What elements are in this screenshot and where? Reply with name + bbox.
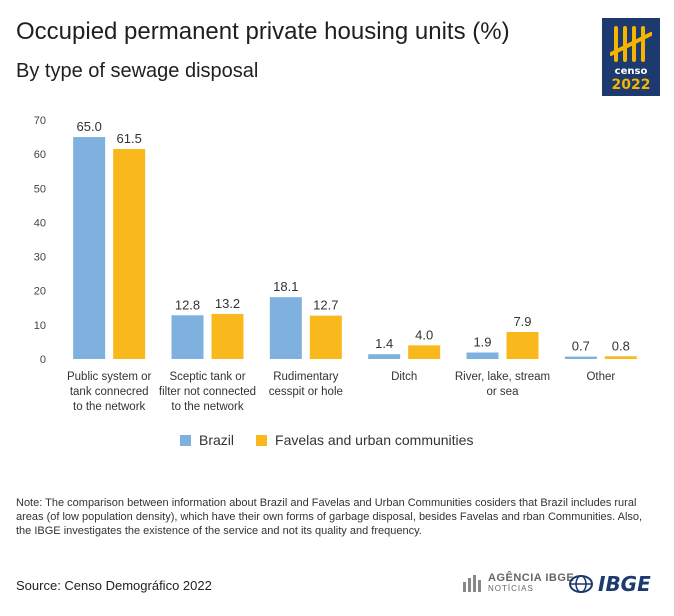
ibge-logo: IBGE [568, 572, 651, 596]
x-tick-label: tank connecred [70, 386, 149, 398]
x-tick-label: Other [586, 371, 615, 383]
data-label: 0.8 [612, 338, 630, 353]
noticias-text: NOTÍCIAS [488, 584, 534, 593]
data-label: 1.4 [375, 336, 393, 351]
x-tick-label: or sea [487, 386, 520, 398]
y-tick-label: 70 [34, 115, 46, 127]
bar-favelas [211, 313, 244, 359]
data-label: 13.2 [215, 296, 240, 311]
data-label: 12.7 [313, 298, 338, 313]
legend-swatch-favelas [256, 434, 268, 446]
y-tick-label: 60 [34, 149, 46, 161]
ibge-globe-icon [569, 575, 593, 593]
data-label: 18.1 [273, 279, 298, 294]
y-tick-label: 20 [34, 286, 46, 298]
data-label: 61.5 [117, 131, 142, 146]
y-tick-label: 40 [34, 217, 46, 229]
footnote: Note: The comparison between information… [16, 497, 643, 537]
x-tick-label: filter not connected [159, 386, 256, 398]
chart-subtitle: By type of sewage disposal [16, 60, 259, 82]
legend-label-favelas: Favelas and urban communities [275, 432, 474, 448]
x-tick-label: cesspit or hole [269, 386, 343, 398]
bar-brazil [564, 356, 597, 359]
legend-item-brazil: Brazil [180, 432, 234, 448]
ibge-text: IBGE [598, 572, 651, 596]
legend-swatch-brazil [180, 434, 191, 446]
source-text: Source: Censo Demográfico 2022 [16, 578, 212, 593]
data-label: 4.0 [415, 327, 433, 342]
data-label: 0.7 [572, 339, 590, 354]
bar-favelas [604, 356, 637, 359]
x-tick-label: River, lake, stream [455, 371, 550, 383]
y-tick-label: 0 [40, 354, 46, 366]
x-tick-label: to the network [171, 401, 243, 413]
bar-brazil [171, 315, 204, 359]
x-tick-label: Rudimentary [273, 371, 338, 383]
data-label: 65.0 [77, 119, 102, 134]
agencia-text: AGÊNCIA IBGE [488, 572, 575, 584]
bar-favelas [309, 315, 342, 359]
tally-marks-icon [610, 26, 652, 62]
x-tick-label: Sceptic tank or [169, 371, 245, 383]
logo-text-year: 2022 [611, 77, 651, 93]
data-label: 1.9 [473, 335, 491, 350]
bar-chart: 0 10 20 30 40 50 60 70 65.0 61.5 Public system or t… [34, 115, 637, 413]
bar-favelas [506, 332, 539, 359]
legend-label-brazil: Brazil [199, 432, 235, 448]
bar-favelas [113, 149, 146, 359]
logo-text-censo: censo [614, 66, 648, 77]
bar-brazil [368, 354, 401, 359]
chart-title: Occupied permanent private housing units… [16, 18, 510, 45]
bar-favelas [408, 345, 441, 359]
y-tick-label: 50 [34, 183, 46, 195]
bar-brazil [73, 137, 106, 359]
agencia-ibge-logo: AGÊNCIA IBGE NOTÍCIAS [462, 572, 574, 593]
x-tick-label: to the network [73, 401, 145, 413]
y-tick-label: 30 [34, 252, 46, 264]
agencia-bars-icon [463, 574, 481, 592]
bar-brazil [269, 297, 302, 359]
legend: Brazil Favelas and urban communities [180, 432, 495, 448]
bar-brazil [466, 352, 499, 359]
x-tick-label: Ditch [391, 371, 417, 383]
y-tick-label: 10 [34, 320, 46, 332]
x-tick-label: Public system or [67, 371, 152, 383]
legend-item-favelas: Favelas and urban communities [256, 432, 473, 448]
data-label: 12.8 [175, 297, 200, 312]
data-label: 7.9 [513, 314, 531, 329]
censo-2022-logo: censo 2022 [602, 18, 660, 96]
